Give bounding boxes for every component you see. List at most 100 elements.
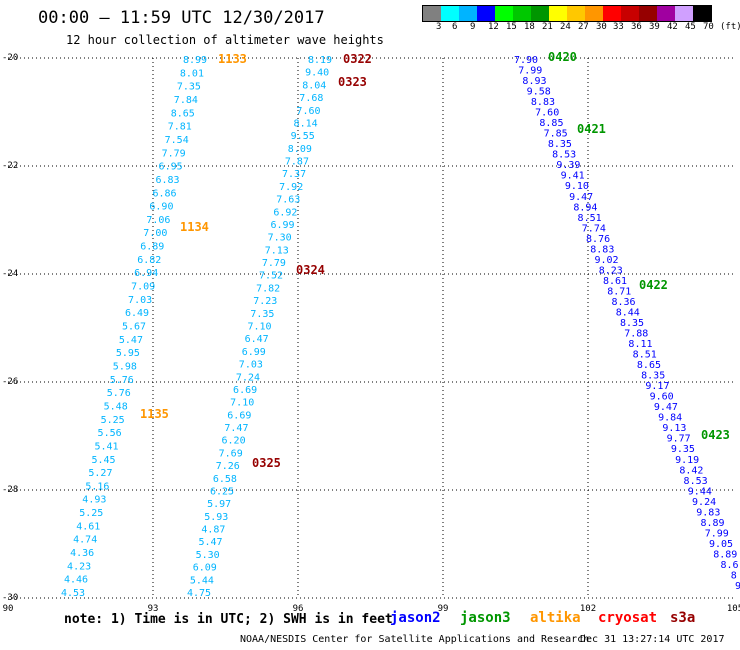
wave-height-value: 7.06 xyxy=(146,215,170,226)
legend-label: (ft) xyxy=(720,22,740,32)
wave-height-value: 9.55 xyxy=(291,131,315,142)
wave-height-value: 9.05 xyxy=(709,539,733,550)
wave-height-value: 7.35 xyxy=(177,82,201,93)
wave-height-value: 7.92 xyxy=(279,182,303,193)
wave-height-value: 7.79 xyxy=(262,258,286,269)
wave-height-value: 7.87 xyxy=(285,157,309,168)
lat-tick-label: -20 xyxy=(2,53,18,63)
lat-tick-label: -30 xyxy=(2,593,18,603)
legend-swatch xyxy=(495,6,513,21)
pass-time-label: 1135 xyxy=(140,407,169,421)
wave-height-value: 7.63 xyxy=(276,195,300,206)
wave-height-value: 9.44 xyxy=(688,486,712,497)
wave-height-value: 8.89 xyxy=(701,518,725,529)
wave-height-value: 9.41 xyxy=(561,171,585,182)
wave-height-value: 7.88 xyxy=(624,329,648,340)
wave-height-value: 7.60 xyxy=(296,106,320,117)
credit-line: NOAA/NESDIS Center for Satellite Applica… xyxy=(240,634,590,645)
wave-height-value: 5.48 xyxy=(104,401,128,412)
wave-height-value: 8.11 xyxy=(628,339,652,350)
wave-height-value: 9.47 xyxy=(654,402,678,413)
wave-height-value: 8.61 xyxy=(603,276,627,287)
pass-time-label: 0322 xyxy=(343,52,372,66)
wave-height-value: 5.97 xyxy=(207,499,231,510)
legend-label: 42 xyxy=(667,22,678,32)
wave-height-value: 5.98 xyxy=(113,361,137,372)
legend-swatch xyxy=(567,6,585,21)
satellite-label: s3a xyxy=(670,610,696,626)
wave-height-value: 7.90 xyxy=(514,55,538,66)
wave-height-value: 5.76 xyxy=(107,388,131,399)
legend-swatch xyxy=(423,6,441,21)
wave-height-value: 6.47 xyxy=(245,334,269,345)
legend-swatch xyxy=(675,6,693,21)
wave-height-value: 9.17 xyxy=(645,381,669,392)
wave-height-value: 9 xyxy=(735,581,740,592)
map-subtitle: 12 hour collection of altimeter wave hei… xyxy=(66,33,384,47)
wave-height-value: 5.41 xyxy=(95,441,119,452)
legend-label: 33 xyxy=(613,22,624,32)
wave-height-value: 7.82 xyxy=(256,283,280,294)
wave-height-value: 8.71 xyxy=(607,286,631,297)
wave-height-value: 6.20 xyxy=(222,436,246,447)
legend-label: 24 xyxy=(560,22,571,32)
color-legend xyxy=(422,5,712,22)
wave-height-value: 8.01 xyxy=(180,68,204,79)
wave-height-value: 6.09 xyxy=(193,563,217,574)
wave-height-value: 9.84 xyxy=(658,413,682,424)
wave-height-value: 6.86 xyxy=(152,188,176,199)
wave-height-value: 5.45 xyxy=(91,455,115,466)
legend-label: 39 xyxy=(649,22,660,32)
legend-label: 9 xyxy=(470,22,476,32)
wave-height-value: 7.24 xyxy=(236,372,260,383)
wave-height-value: 8.6 xyxy=(720,560,738,571)
wave-height-value: 8.89 xyxy=(713,549,737,560)
legend-swatch xyxy=(693,6,711,21)
wave-height-value: 9.10 xyxy=(565,181,589,192)
legend-swatch xyxy=(603,6,621,21)
wave-height-value: 7.81 xyxy=(168,122,192,133)
legend-label: 18 xyxy=(524,22,535,32)
wave-height-value: 5.56 xyxy=(98,428,122,439)
pass-time-label: 0423 xyxy=(701,428,730,442)
legend-swatch xyxy=(585,6,603,21)
wave-height-value: 9.39 xyxy=(556,160,580,171)
wave-height-value: 7.13 xyxy=(265,245,289,256)
wave-height-value: 9.19 xyxy=(675,455,699,466)
wave-height-value: 7.30 xyxy=(268,233,292,244)
wave-height-value: 7.99 xyxy=(518,66,542,77)
legend-swatch xyxy=(513,6,531,21)
wave-height-value: 8.85 xyxy=(539,118,563,129)
wave-height-value: 8.99 xyxy=(183,55,207,66)
satellite-label: cryosat xyxy=(598,610,658,626)
lat-tick-label: -24 xyxy=(2,269,18,279)
legend-label: 36 xyxy=(631,22,642,32)
wave-height-value: 5.47 xyxy=(198,537,222,548)
wave-height-value: 9.13 xyxy=(662,423,686,434)
wave-height-value: 6.92 xyxy=(273,207,297,218)
legend-label: 21 xyxy=(542,22,553,32)
wave-height-value: 6.89 xyxy=(140,242,164,253)
wave-height-value: 8.23 xyxy=(599,265,623,276)
wave-height-value: 4.23 xyxy=(67,561,91,572)
pass-time-label: 0420 xyxy=(548,50,577,64)
wave-height-value: 7.52 xyxy=(259,271,283,282)
wave-height-value: 6.82 xyxy=(137,255,161,266)
wave-height-value: 9.35 xyxy=(671,444,695,455)
wave-height-value: 8.19 xyxy=(308,55,332,66)
pass-time-label: 0422 xyxy=(639,278,668,292)
wave-height-value: 7.03 xyxy=(128,295,152,306)
legend-label: 12 xyxy=(488,22,499,32)
wave-height-value: 8 xyxy=(731,570,737,581)
wave-height-value: 9.40 xyxy=(305,68,329,79)
wave-height-value: 7.99 xyxy=(705,528,729,539)
legend-swatch xyxy=(621,6,639,21)
wave-height-value: 6.90 xyxy=(149,202,173,213)
wave-height-value: 6.69 xyxy=(227,410,251,421)
wave-height-value: 6.83 xyxy=(156,175,180,186)
lon-tick-label: 93 xyxy=(148,604,159,614)
map-title: 00:00 — 11:59 UTC 12/30/2017 xyxy=(38,8,325,28)
wave-height-value: 8.14 xyxy=(294,118,318,129)
wave-height-value: 7.03 xyxy=(239,360,263,371)
